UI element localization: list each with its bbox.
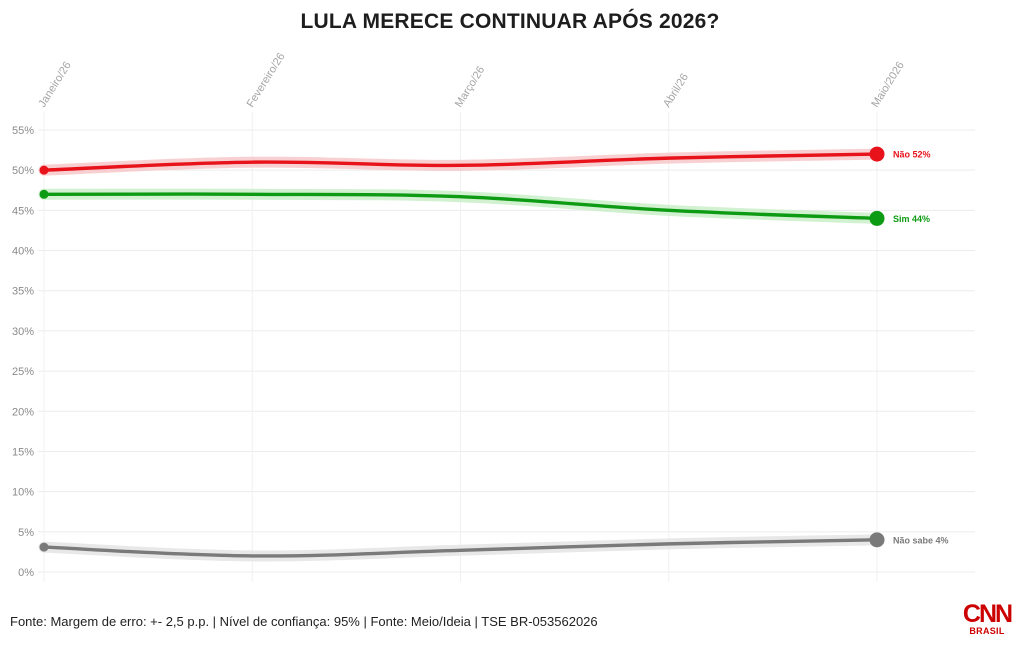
x-tick-label: Fevereiro/26 [245, 51, 288, 110]
series-end-label-nao: Não 52% [893, 150, 931, 160]
series-lines [42, 152, 879, 558]
series-end-point-sim [869, 210, 885, 226]
x-tick-label: Março/26 [453, 64, 487, 109]
series-end-point-nao [869, 146, 885, 162]
cnn-brasil-logo: CNN BRASIL [960, 602, 1014, 640]
series-end-point-nao_sabe [869, 532, 885, 548]
y-tick-label: 50% [12, 165, 34, 177]
series-end-labels: Não 52% Sim 44% Não sabe 4% [893, 150, 949, 546]
logo-subtitle: BRASIL [969, 626, 1005, 636]
x-tick-label: Abril/26 [661, 72, 691, 110]
x-tick-label: Janeiro/26 [36, 60, 73, 110]
y-tick-label: 20% [12, 406, 34, 418]
series-start-point-nao [39, 165, 49, 175]
y-tick-label: 25% [12, 366, 34, 378]
series-points [39, 146, 885, 552]
series-line-nao_sabe [42, 538, 879, 558]
source-note: Fonte: Margem de erro: +- 2,5 p.p. | Nív… [10, 614, 598, 629]
series-start-point-nao_sabe [39, 542, 49, 552]
y-tick-label: 30% [12, 326, 34, 338]
chart-title: LULA MERECE CONTINUAR APÓS 2026? [300, 10, 720, 33]
y-axis: 0% 5% 10% 15% 20% 25% 30% 35% 40% 45% 50% 55% [12, 125, 34, 579]
y-tick-label: 5% [18, 527, 34, 539]
x-axis: Janeiro/26 Fevereiro/26 Março/26 Abril/26 Ma… [36, 51, 906, 110]
y-tick-label: 10% [12, 487, 34, 499]
y-tick-label: 35% [12, 286, 34, 298]
y-tick-label: 15% [12, 446, 34, 458]
y-tick-label: 0% [18, 567, 34, 579]
logo-wordmark: CNN [962, 600, 1013, 628]
y-tick-label: 40% [12, 246, 34, 258]
y-tick-label: 45% [12, 205, 34, 217]
series-end-label-sim: Sim 44% [893, 214, 930, 224]
series-line-sim [42, 192, 879, 221]
series-line-nao [42, 152, 879, 172]
series-start-point-sim [39, 189, 49, 199]
x-tick-label: Maio/2026 [869, 60, 906, 110]
grid-lines [38, 112, 975, 582]
y-tick-label: 55% [12, 125, 34, 137]
series-end-label-nao_sabe: Não sabe 4% [893, 535, 949, 545]
